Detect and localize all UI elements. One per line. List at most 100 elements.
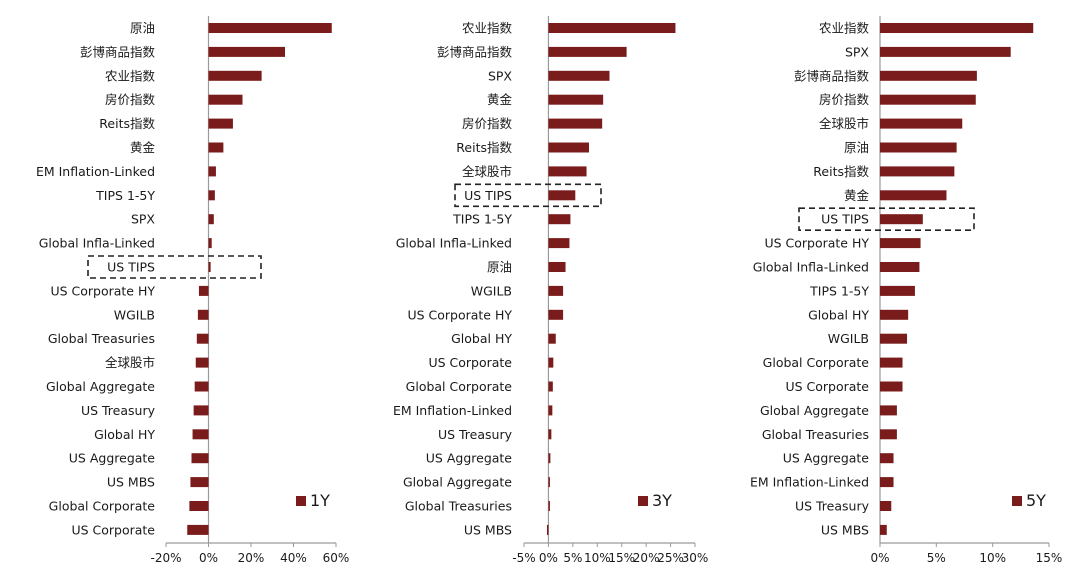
category-label: 农业指数 xyxy=(819,21,870,36)
category-label: Global Aggregate xyxy=(403,475,512,490)
bar xyxy=(548,429,552,440)
bar xyxy=(880,309,909,320)
category-label: US Corporate xyxy=(428,355,512,370)
x-tick-label: 40% xyxy=(280,551,307,565)
bar xyxy=(548,142,589,153)
category-label: 原油 xyxy=(844,140,869,155)
bar xyxy=(548,214,571,225)
category-label: WGILB xyxy=(471,283,512,298)
bar xyxy=(880,262,920,272)
bar xyxy=(548,190,576,201)
category-label: US Corporate HY xyxy=(407,307,512,322)
x-tick-label: 0% xyxy=(870,551,889,565)
bar xyxy=(548,309,564,320)
category-label: TIPS 1-5Y xyxy=(809,283,869,298)
bar xyxy=(189,501,209,511)
bar xyxy=(548,166,587,177)
category-label: 房价指数 xyxy=(819,92,870,107)
category-label: Global HY xyxy=(451,331,512,346)
category-label: SPX xyxy=(845,44,869,59)
bar xyxy=(208,46,285,57)
legend-swatch xyxy=(1012,496,1022,506)
category-label: Global Infla-Linked xyxy=(39,236,155,251)
category-label: Global Treasuries xyxy=(762,427,869,442)
category-label: Global Infla-Linked xyxy=(753,260,869,275)
bar xyxy=(190,477,209,488)
x-tick-label: 0% xyxy=(539,551,558,565)
bar xyxy=(208,23,332,33)
x-tick-label: 60% xyxy=(323,551,350,565)
category-label: 原油 xyxy=(487,260,512,275)
category-label: US TIPS xyxy=(821,212,869,227)
category-label: 全球股市 xyxy=(819,116,869,131)
bar xyxy=(880,381,903,392)
bar xyxy=(548,357,554,368)
bar xyxy=(880,285,915,296)
category-label: WGILB xyxy=(828,331,869,346)
category-label: EM Inflation-Linked xyxy=(750,475,869,490)
highlight-box xyxy=(798,207,975,231)
bar xyxy=(546,524,549,535)
bar xyxy=(880,405,897,416)
bar xyxy=(208,166,216,177)
bar xyxy=(197,309,209,320)
bar xyxy=(548,23,676,33)
bar xyxy=(198,285,209,296)
category-label: 全球股市 xyxy=(105,355,155,370)
bar xyxy=(880,501,892,511)
category-label: Global Aggregate xyxy=(46,379,155,394)
category-label: SPX xyxy=(131,212,155,227)
bar xyxy=(192,429,209,440)
bar xyxy=(880,333,908,344)
bar xyxy=(880,238,921,249)
category-label: US TIPS xyxy=(107,260,155,275)
highlight-box xyxy=(454,183,602,208)
x-tick-label: 20% xyxy=(238,551,265,565)
bar xyxy=(208,142,224,153)
bar xyxy=(548,453,551,464)
bar xyxy=(548,381,553,392)
category-label: SPX xyxy=(488,68,512,83)
bar xyxy=(880,214,923,225)
category-label: Global HY xyxy=(808,307,869,322)
bar xyxy=(195,357,209,368)
category-label: US TIPS xyxy=(464,188,512,203)
bar xyxy=(548,501,550,511)
bar xyxy=(193,405,209,416)
x-tick-label: 5% xyxy=(563,551,582,565)
category-label: US Corporate HY xyxy=(50,283,155,298)
category-label: Global Aggregate xyxy=(760,403,869,418)
category-label: TIPS 1-5Y xyxy=(95,188,155,203)
bar xyxy=(548,118,603,129)
bar xyxy=(880,46,1011,57)
category-label: 农业指数 xyxy=(105,68,156,83)
bar xyxy=(194,381,209,392)
category-label: US Aggregate xyxy=(783,451,870,466)
x-tick-label: -5% xyxy=(512,551,535,565)
legend-label: 5Y xyxy=(1026,491,1046,510)
x-tick-label: 10% xyxy=(584,551,611,565)
category-label: Global Corporate xyxy=(49,499,156,514)
category-label: 彭博商品指数 xyxy=(80,44,156,59)
category-label: 彭博商品指数 xyxy=(437,44,513,59)
bar xyxy=(880,94,976,105)
bar xyxy=(548,405,553,416)
category-label: 房价指数 xyxy=(105,92,156,107)
bar xyxy=(880,524,887,535)
category-label: 原油 xyxy=(130,21,155,36)
category-label: 黄金 xyxy=(844,188,870,203)
bar xyxy=(548,333,556,344)
category-label: US Treasury xyxy=(438,427,513,442)
category-label: US Corporate HY xyxy=(764,236,869,251)
bar xyxy=(548,285,564,296)
bar xyxy=(880,453,894,464)
bar xyxy=(196,333,209,344)
category-label: WGILB xyxy=(114,307,155,322)
x-tick-label: 25% xyxy=(657,551,684,565)
legend-swatch xyxy=(638,496,648,506)
x-tick-label: 5% xyxy=(927,551,946,565)
